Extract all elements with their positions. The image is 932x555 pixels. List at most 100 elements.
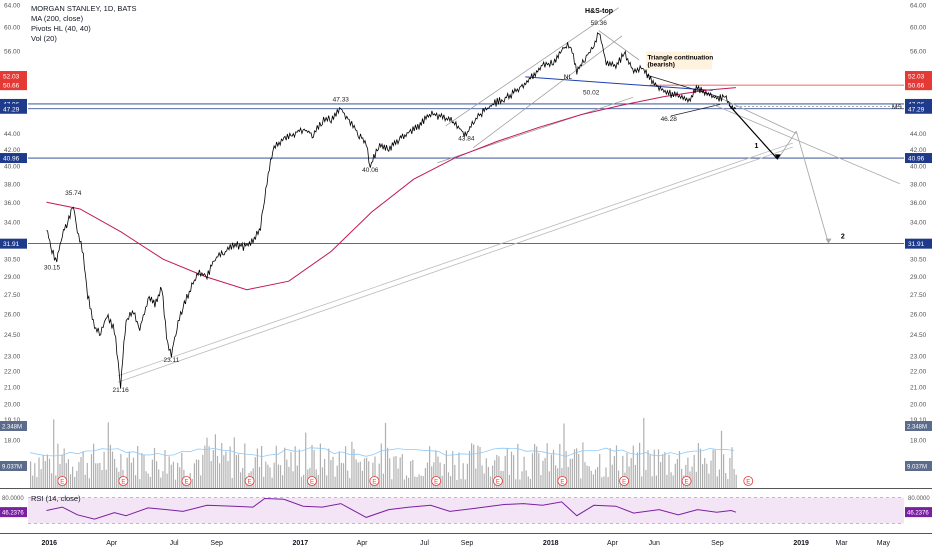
volume-bar — [225, 451, 227, 488]
volume-bar — [233, 437, 235, 488]
earnings-marker — [431, 476, 442, 486]
pivot-label: 23.11 — [163, 357, 179, 364]
volume-bar — [387, 447, 389, 488]
earnings-marker — [619, 476, 630, 486]
rsi-line — [46, 497, 737, 520]
volume-bar — [200, 475, 202, 488]
volume-bar — [565, 451, 567, 488]
volume-bar — [399, 457, 401, 488]
volume-bar — [109, 444, 111, 488]
volume-bar — [179, 467, 181, 488]
volume-bar — [282, 475, 284, 488]
volume-bar — [101, 470, 103, 488]
volume-bar — [496, 454, 498, 488]
triangle-label-line1: Triangle continuation — [647, 54, 713, 61]
volume-bar — [198, 459, 200, 488]
volume-bar — [177, 462, 179, 488]
volume-bar — [210, 461, 212, 488]
volume-bar — [300, 476, 303, 488]
volume-bar — [454, 464, 456, 488]
volume-bar — [527, 476, 529, 488]
volume-bar — [151, 459, 153, 488]
volume-bar — [733, 468, 735, 488]
volume-bar — [706, 463, 708, 488]
volume-bar — [204, 445, 206, 488]
volume-tag-right-text: 2.348M — [907, 425, 927, 431]
x-tick-label: Sep — [210, 540, 223, 547]
volume-bar — [69, 474, 72, 488]
volume-bar — [557, 468, 559, 488]
price-tick-left: 34.00 — [4, 219, 21, 226]
volume-bar — [529, 478, 531, 488]
volume-bar — [321, 467, 324, 488]
price-tick-left: 18.00 — [4, 438, 21, 445]
volume-bar — [473, 444, 475, 488]
earnings-marker-label: E — [184, 480, 188, 486]
x-tick-label: 2016 — [41, 540, 57, 547]
level-tag-right-text: 52.03 — [908, 74, 925, 81]
volume-bar — [261, 446, 263, 488]
volume-bar — [731, 447, 733, 488]
volume-bar — [641, 476, 643, 488]
rsi-legend: RSI (14, close) — [31, 494, 81, 503]
volume-bar — [284, 447, 286, 488]
volume-bar — [97, 463, 99, 488]
volume-tag-left-text: 9.037M — [2, 465, 22, 471]
x-tick-label: Sep — [711, 540, 724, 547]
volume-bar — [431, 466, 433, 488]
price-tick-right: 30.50 — [910, 257, 927, 264]
volume-bar — [313, 450, 315, 488]
volume-bar — [32, 475, 34, 488]
volume-bar — [34, 463, 36, 488]
volume-bar — [672, 475, 674, 488]
volume-bar — [710, 460, 712, 488]
volume-bar — [55, 475, 57, 488]
volume-bar — [374, 456, 376, 488]
volume-bar — [128, 451, 130, 488]
volume-bar — [626, 452, 628, 488]
volume-bar — [712, 449, 714, 488]
channel-mid — [472, 35, 623, 149]
volume-bar — [63, 448, 65, 488]
volume-bar — [139, 479, 141, 488]
volume-bar — [277, 464, 279, 488]
volume-bar — [116, 467, 118, 488]
x-tick-label: Jun — [649, 540, 660, 547]
volume-bar — [61, 454, 63, 488]
volume-bar — [515, 479, 517, 488]
volume-bar — [592, 474, 594, 488]
earnings-marker — [181, 476, 192, 486]
volume-bar — [292, 471, 294, 488]
level-tag-left — [0, 238, 27, 249]
earnings-marker — [244, 476, 255, 486]
volume-bar — [586, 465, 588, 488]
volume-bar — [99, 462, 101, 488]
volume-bar — [242, 468, 244, 488]
volume-bar — [513, 455, 515, 488]
volume-bar — [340, 462, 342, 488]
volume-bar — [57, 443, 59, 488]
volume-bar — [678, 451, 681, 488]
price-tick-left: 29.00 — [4, 274, 21, 281]
price-tick-left: 24.50 — [4, 332, 21, 339]
volume-tag-left-text: 2.348M — [2, 425, 22, 431]
volume-bar — [468, 450, 471, 488]
volume-bar — [408, 477, 410, 488]
volume-bar — [132, 457, 135, 488]
volume-bar — [391, 479, 393, 488]
volume-bar — [534, 443, 536, 488]
volume-bar — [145, 471, 147, 488]
price-tick-right: 42.00 — [910, 147, 927, 154]
volume-bar — [76, 470, 78, 488]
price-line — [46, 32, 737, 389]
volume-bar — [702, 464, 704, 488]
level-tag-right — [905, 238, 932, 249]
level-tag-left-text: 47.29 — [3, 106, 20, 113]
volume-bar — [502, 470, 504, 488]
volume-bar — [216, 455, 219, 488]
volume-bar — [397, 468, 399, 488]
pivot-label: 21.16 — [112, 387, 129, 394]
target-1-label: 1 — [754, 143, 758, 150]
volume-bar — [78, 462, 80, 488]
